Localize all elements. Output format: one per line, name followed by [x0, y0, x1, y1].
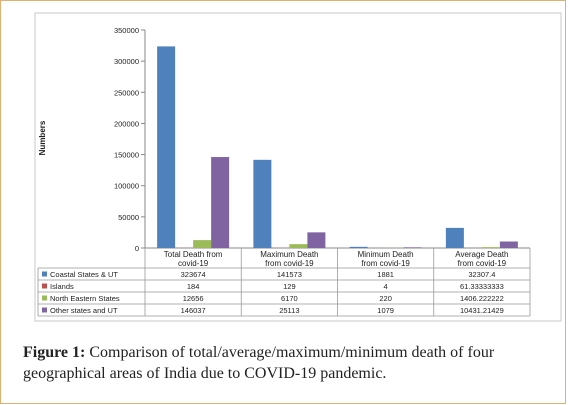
category-label-0-1: covid-19 — [178, 259, 209, 268]
y-tick-label-2: 100000 — [114, 182, 139, 191]
data-label-s1-c1: 129 — [283, 282, 296, 291]
bar-s3-c0 — [211, 157, 230, 248]
bar-s3-c2 — [403, 247, 422, 248]
bar-chart: 0 50000 100000 150000 200000 250000 300000 3500… — [34, 12, 562, 322]
data-label-s1-c2: 4 — [384, 282, 388, 291]
y-tick-label-1: 50000 — [118, 213, 139, 222]
data-label-s3-c3: 10431.21429 — [460, 306, 504, 315]
bar-s0-c2 — [349, 246, 368, 248]
bar-s0-c0 — [157, 46, 176, 248]
category-label-2-0: Minimum Death — [358, 250, 414, 259]
category-label-1-0: Maximum Death — [260, 250, 318, 259]
legend-label-1: Islands — [50, 282, 74, 291]
bar-s2-c0 — [193, 240, 212, 248]
legend-label-2: North Eastern States — [50, 294, 120, 303]
data-label-s0-c1: 141573 — [277, 270, 302, 279]
y-axis-label: Numbers — [38, 120, 47, 155]
caption-label: Figure 1: — [23, 344, 86, 361]
category-label-0-0: Total Death from — [164, 250, 223, 259]
legend-label-3: Other states and UT — [50, 306, 118, 315]
data-label-s3-c1: 25113 — [279, 306, 299, 315]
data-label-s2-c3: 1406.222222 — [460, 294, 504, 303]
category-label-3-0: Average Death — [455, 250, 508, 259]
data-label-s3-c0: 146037 — [181, 306, 206, 315]
data-label-s2-c2: 220 — [379, 294, 392, 303]
y-tick-label-0: 0 — [135, 244, 139, 253]
category-label-3-1: from covid-19 — [458, 259, 507, 268]
caption-text: Comparison of total/average/maximum/mini… — [23, 344, 495, 382]
y-tick-label-4: 200000 — [114, 119, 139, 128]
bar-s0-c1 — [253, 159, 272, 248]
bar-s2-c3 — [481, 247, 500, 248]
y-tick-label-3: 150000 — [114, 151, 139, 160]
chart-border — [34, 12, 562, 322]
y-tick-label-6: 300000 — [114, 57, 139, 66]
data-label-s3-c2: 1079 — [377, 306, 394, 315]
legend-label-0: Coastal States & UT — [50, 270, 118, 279]
category-label-2-1: from covid-19 — [361, 259, 410, 268]
data-label-s1-c0: 184 — [187, 282, 200, 291]
data-label-s2-c0: 12656 — [183, 294, 204, 303]
bar-s0-c3 — [445, 227, 464, 248]
bar-s2-c1 — [289, 244, 308, 248]
data-label-s0-c0: 323674 — [181, 270, 206, 279]
y-tick-label-5: 250000 — [114, 88, 139, 97]
bar-s3-c1 — [307, 232, 326, 248]
legend-key-2 — [42, 295, 47, 301]
data-label-s0-c3: 32307.4 — [468, 270, 495, 279]
data-label-s2-c1: 6170 — [281, 294, 298, 303]
legend-key-3 — [42, 307, 47, 313]
figure-caption: Figure 1: Comparison of total/average/ma… — [23, 342, 553, 384]
data-label-s1-c3: 61.33333333 — [460, 282, 504, 291]
category-label-1-1: from covid-19 — [265, 259, 314, 268]
y-tick-label-7: 350000 — [114, 26, 139, 35]
legend-key-0 — [42, 271, 47, 277]
legend-key-1 — [42, 283, 47, 289]
bar-s3-c3 — [499, 241, 518, 248]
data-label-s0-c2: 1881 — [377, 270, 394, 279]
